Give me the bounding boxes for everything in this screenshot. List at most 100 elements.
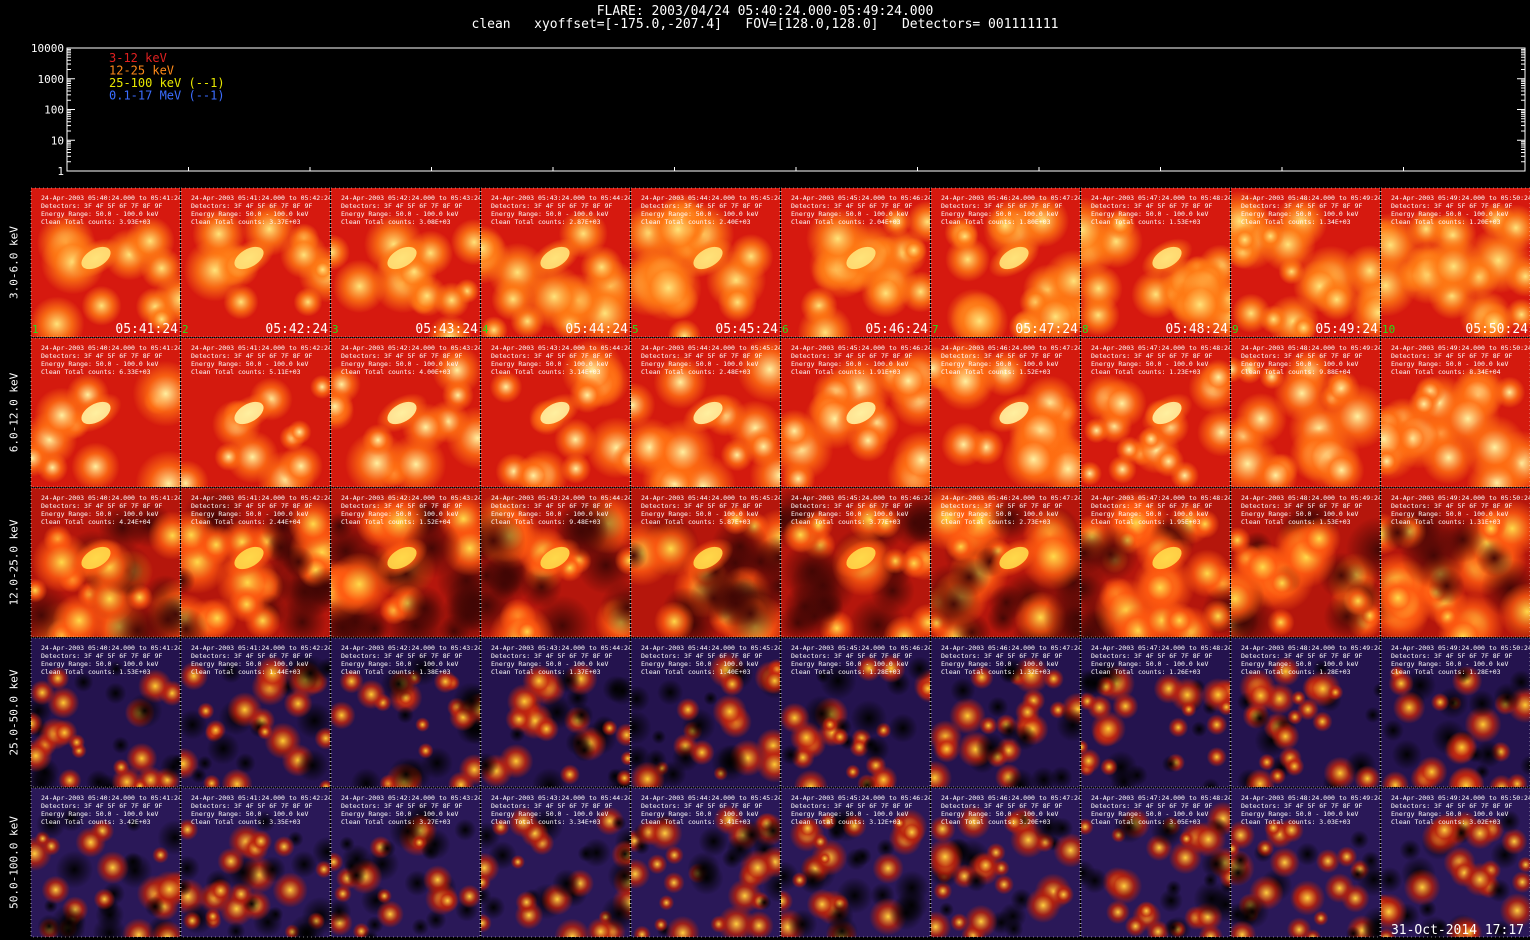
row-energy-label: 25.0-50.0 keV xyxy=(7,669,21,756)
panel-border xyxy=(480,337,631,488)
texture-blob xyxy=(522,264,587,329)
panel-content: 24-Apr-2003 05:47:24.000 to 05:48:24Dete… xyxy=(1081,638,1230,787)
texture-blob xyxy=(986,206,1025,245)
panel-time: 05:45:24 xyxy=(715,322,778,337)
panel-counts: Clean Total counts: 4.24E+04 xyxy=(41,518,151,526)
panel-content: 24-Apr-2003 05:49:24.000 to 05:50:24Dete… xyxy=(1381,338,1530,487)
texture-blob xyxy=(331,387,354,426)
panel-energy: Energy Range: 50.0 - 100.0 keV xyxy=(1391,810,1508,818)
texture-blob xyxy=(481,224,506,273)
y-tick-label: 10 xyxy=(51,134,64,147)
texture-blob xyxy=(620,750,630,766)
texture-blob xyxy=(450,218,480,266)
panel-content: 24-Apr-2003 05:42:24.000 to 05:43:24Dete… xyxy=(331,188,480,337)
texture-dark xyxy=(858,776,877,787)
panel-energy: Energy Range: 50.0 - 100.0 keV xyxy=(191,360,308,368)
image-panel: 24-Apr-2003 05:48:24.000 to 05:49:24Dete… xyxy=(1230,487,1381,638)
texture-dark xyxy=(421,842,440,861)
panel-date: 24-Apr-2003 05:47:24.000 to 05:48:24 xyxy=(1091,794,1232,802)
panel-detectors: Detectors: 3F 4F 5F 6F 7F 8F 9F xyxy=(191,652,312,660)
panel-date: 24-Apr-2003 05:49:24.000 to 05:50:24 xyxy=(1391,494,1530,502)
panel-time: 05:42:24 xyxy=(265,322,328,337)
texture-dark xyxy=(144,896,166,917)
panel-counts: Clean Total counts: 1.95E+03 xyxy=(1091,518,1201,526)
texture-blob xyxy=(654,601,695,637)
panel-content: 24-Apr-2003 05:48:24.000 to 05:49:24Dete… xyxy=(1231,638,1380,787)
image-panel: 24-Apr-2003 05:40:24.000 to 05:41:24Dete… xyxy=(30,787,181,938)
texture-blob xyxy=(433,282,470,319)
panel-energy: Energy Range: 50.0 - 100.0 keV xyxy=(1241,210,1358,218)
flare-core xyxy=(387,546,417,570)
texture-blob xyxy=(728,233,774,279)
texture-blob xyxy=(1286,917,1312,937)
panel-detectors: Detectors: 3F 4F 5F 6F 7F 8F 9F xyxy=(941,352,1062,360)
y-tick-label: 100 xyxy=(44,104,64,117)
flare-core xyxy=(693,246,723,270)
legend-entry: 12-25 keV xyxy=(109,64,174,78)
panel-energy: Energy Range: 50.0 - 100.0 keV xyxy=(491,810,608,818)
panel-time: 05:50:24 xyxy=(1465,322,1528,337)
texture-blob xyxy=(1170,461,1200,487)
panel-detectors: Detectors: 3F 4F 5F 6F 7F 8F 9F xyxy=(941,502,1062,510)
texture-dark xyxy=(481,508,526,574)
texture-dark xyxy=(572,738,596,762)
texture-dark xyxy=(290,850,318,878)
texture-blob xyxy=(1447,767,1485,787)
texture-blob xyxy=(667,319,702,337)
panel-energy: Energy Range: 50.0 - 100.0 keV xyxy=(191,210,308,218)
texture-dark xyxy=(296,749,329,782)
image-panel: 24-Apr-2003 05:44:24.000 to 05:45:24Dete… xyxy=(630,337,782,488)
image-panel: 24-Apr-2003 05:47:24.000 to 05:48:24Dete… xyxy=(1080,187,1231,338)
panel-counts: Clean Total counts: 1.32E+03 xyxy=(941,668,1051,676)
texture-dark xyxy=(380,666,417,702)
texture-dark xyxy=(651,729,667,745)
image-panel: 24-Apr-2003 05:41:24.000 to 05:42:24Dete… xyxy=(180,637,331,788)
texture-dark xyxy=(235,752,256,774)
texture-dark xyxy=(1372,682,1380,699)
panel-counts: Clean Total counts: 2.44E+04 xyxy=(191,518,301,526)
texture-dark xyxy=(157,819,180,856)
image-panel: 24-Apr-2003 05:47:24.000 to 05:48:24Dete… xyxy=(1080,787,1232,938)
panel-detectors: Detectors: 3F 4F 5F 6F 7F 8F 9F xyxy=(41,802,162,810)
texture-blob xyxy=(949,697,986,735)
flare-core xyxy=(1152,246,1182,270)
panel-energy: Energy Range: 50.0 - 100.0 keV xyxy=(191,660,308,668)
panel-counts: Clean Total counts: 1.37E+03 xyxy=(491,668,601,676)
row-energy-label: 50.0-100.0 keV xyxy=(7,816,21,909)
panel-date: 24-Apr-2003 05:44:24.000 to 05:45:24 xyxy=(641,194,782,202)
panel-energy: Energy Range: 50.0 - 100.0 keV xyxy=(791,360,908,368)
panel-energy: Energy Range: 50.0 - 100.0 keV xyxy=(1391,510,1508,518)
texture-dark xyxy=(1081,867,1108,894)
panel-number: 1 xyxy=(32,323,39,336)
texture-blob xyxy=(1269,847,1301,878)
panel-energy: Energy Range: 50.0 - 100.0 keV xyxy=(1241,660,1358,668)
texture-blob xyxy=(1043,668,1064,690)
texture-dark xyxy=(331,512,354,540)
panel-content: 24-Apr-2003 05:47:24.000 to 05:48:24Dete… xyxy=(1081,188,1230,337)
panel-border xyxy=(30,787,181,938)
panel-detectors: Detectors: 3F 4F 5F 6F 7F 8F 9F xyxy=(191,202,312,210)
panel-border xyxy=(30,487,181,638)
panel-content: 24-Apr-2003 05:42:24.000 to 05:43:24Dete… xyxy=(331,638,480,787)
panel-energy: Energy Range: 50.0 - 100.0 keV xyxy=(341,810,458,818)
texture-dark xyxy=(160,753,180,781)
texture-blob xyxy=(933,735,961,763)
texture-blob xyxy=(653,355,708,410)
panel-content: 24-Apr-2003 05:40:24.000 to 05:41:24Dete… xyxy=(31,338,180,487)
panel-content: 24-Apr-2003 05:40:24.000 to 05:41:24Dete… xyxy=(31,188,180,337)
panel-counts: Clean Total counts: 1.52E+04 xyxy=(341,518,451,526)
panel-date: 24-Apr-2003 05:44:24.000 to 05:45:24 xyxy=(641,344,782,352)
texture-dark xyxy=(1381,866,1403,893)
panel-energy: Energy Range: 50.0 - 100.0 keV xyxy=(491,210,608,218)
flare-core xyxy=(81,401,111,425)
flare-core xyxy=(387,401,417,425)
texture-blob xyxy=(793,769,829,787)
image-panel: 24-Apr-2003 05:42:24.000 to 05:43:24Dete… xyxy=(330,487,481,638)
texture-dark xyxy=(1295,842,1320,866)
texture-blob xyxy=(631,382,656,428)
texture-blob xyxy=(1354,765,1380,787)
image-panel: 24-Apr-2003 05:40:24.000 to 05:41:24Dete… xyxy=(30,187,181,338)
panel-counts: Clean Total counts: 1.53E+03 xyxy=(1091,218,1201,226)
panel-detectors: Detectors: 3F 4F 5F 6F 7F 8F 9F xyxy=(191,502,312,510)
image-panel: 24-Apr-2003 05:44:24.000 to 05:45:24Dete… xyxy=(630,487,781,638)
